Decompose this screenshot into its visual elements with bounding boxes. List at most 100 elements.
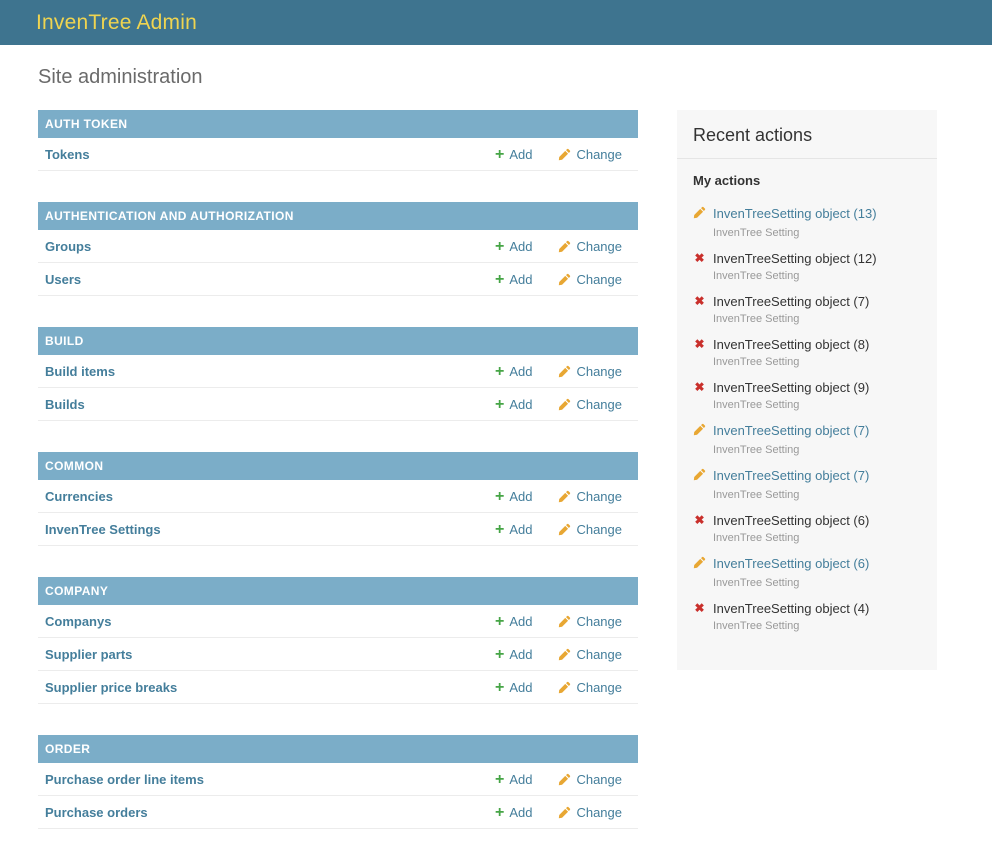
change-link[interactable]: Change bbox=[558, 397, 622, 412]
change-label: Change bbox=[576, 238, 622, 254]
row-actions: + Add Change bbox=[495, 396, 622, 412]
pencil-icon bbox=[558, 773, 571, 786]
add-label: Add bbox=[509, 271, 533, 287]
model-row: Groups + Add Change bbox=[38, 230, 638, 263]
action-object-label[interactable]: InvenTreeSetting object (7) bbox=[713, 468, 870, 483]
row-actions: + Add Change bbox=[495, 271, 622, 287]
pencil-icon bbox=[558, 681, 571, 694]
plus-icon: + bbox=[494, 612, 505, 630]
action-object-type: InvenTree Setting bbox=[713, 489, 800, 501]
model-row: Purchase orders + Add Change bbox=[38, 796, 638, 829]
change-link[interactable]: Change bbox=[558, 147, 622, 162]
change-link[interactable]: Change bbox=[558, 522, 622, 537]
change-link[interactable]: Change bbox=[558, 489, 622, 504]
model-row: Supplier parts + Add Change bbox=[38, 638, 638, 671]
add-label: Add bbox=[509, 521, 533, 537]
change-label: Change bbox=[576, 396, 622, 412]
plus-icon: + bbox=[494, 678, 505, 696]
app-module-rows: Build items + Add Change Builds + Add bbox=[38, 355, 638, 421]
model-link[interactable]: Builds bbox=[45, 396, 85, 412]
recent-action-item: ✖ InvenTreeSetting object (12) InvenTree… bbox=[693, 251, 921, 283]
app-module-rows: Currencies + Add Change InvenTree Settin… bbox=[38, 480, 638, 546]
model-link[interactable]: Users bbox=[45, 271, 82, 287]
add-label: Add bbox=[509, 771, 533, 787]
change-link[interactable]: Change bbox=[558, 805, 622, 820]
app-module-caption: AUTH TOKEN bbox=[38, 110, 638, 138]
model-link[interactable]: Tokens bbox=[45, 146, 90, 162]
action-icon-slot: ✖ bbox=[693, 380, 706, 395]
action-object-label: InvenTreeSetting object (4) bbox=[713, 601, 870, 616]
model-row: Builds + Add Change bbox=[38, 388, 638, 421]
add-link[interactable]: + Add bbox=[494, 612, 533, 630]
delete-icon: ✖ bbox=[694, 513, 705, 527]
recent-action-item: ✖ InvenTreeSetting object (6) InvenTree … bbox=[693, 513, 921, 545]
model-link[interactable]: Build items bbox=[45, 363, 116, 379]
model-link[interactable]: Groups bbox=[45, 238, 92, 254]
add-label: Add bbox=[509, 488, 533, 504]
my-actions-list: InvenTreeSetting object (13) InvenTree S… bbox=[693, 206, 921, 633]
model-link[interactable]: Purchase order line items bbox=[45, 771, 204, 787]
model-link[interactable]: Purchase orders bbox=[45, 804, 148, 820]
model-link[interactable]: Supplier parts bbox=[45, 646, 133, 662]
change-link[interactable]: Change bbox=[558, 614, 622, 629]
add-label: Add bbox=[509, 613, 533, 629]
recent-action-main: ✖ InvenTreeSetting object (8) bbox=[693, 337, 921, 353]
model-link[interactable]: InvenTree Settings bbox=[45, 521, 161, 537]
add-link[interactable]: + Add bbox=[495, 804, 532, 820]
action-object-label[interactable]: InvenTreeSetting object (6) bbox=[713, 556, 870, 571]
change-link[interactable]: Change bbox=[558, 772, 622, 787]
my-actions-title: My actions bbox=[693, 173, 761, 188]
pencil-icon bbox=[558, 148, 571, 161]
action-object-type: InvenTree Setting bbox=[713, 532, 800, 544]
site-title[interactable]: InvenTree Admin bbox=[36, 10, 197, 34]
change-link[interactable]: Change bbox=[558, 272, 622, 287]
recent-action-main: ✖ InvenTreeSetting object (4) bbox=[693, 601, 921, 617]
row-actions: + Add Change bbox=[495, 804, 622, 820]
recent-action-main: ✖ InvenTreeSetting object (12) bbox=[693, 251, 921, 267]
model-row: Supplier price breaks + Add Change bbox=[38, 671, 638, 704]
add-link[interactable]: + Add bbox=[494, 678, 532, 696]
page-title: Site administration bbox=[38, 66, 203, 88]
change-link[interactable]: Change bbox=[558, 680, 622, 695]
add-link[interactable]: + Add bbox=[495, 146, 532, 162]
pencil-icon bbox=[693, 556, 706, 574]
app-module: AUTHENTICATION AND AUTHORIZATION Groups … bbox=[38, 202, 638, 296]
app-module-rows: Tokens + Add Change bbox=[38, 138, 638, 171]
change-link[interactable]: Change bbox=[558, 647, 622, 662]
recent-action-item: InvenTreeSetting object (13) InvenTree S… bbox=[693, 206, 921, 240]
model-link[interactable]: Companys bbox=[45, 613, 112, 629]
add-link[interactable]: + Add bbox=[495, 646, 532, 662]
add-link[interactable]: + Add bbox=[495, 271, 533, 287]
add-link[interactable]: + Add bbox=[495, 488, 533, 504]
add-link[interactable]: + Add bbox=[495, 771, 533, 787]
delete-icon: ✖ bbox=[694, 251, 705, 265]
delete-icon: ✖ bbox=[694, 294, 705, 308]
action-object-label[interactable]: InvenTreeSetting object (13) bbox=[713, 206, 877, 221]
action-object-label: InvenTreeSetting object (12) bbox=[713, 251, 877, 266]
row-actions: + Add Change bbox=[495, 771, 622, 787]
add-link[interactable]: + Add bbox=[495, 238, 532, 254]
delete-icon: ✖ bbox=[694, 601, 705, 615]
add-link[interactable]: + Add bbox=[495, 396, 532, 412]
model-link[interactable]: Supplier price breaks bbox=[45, 679, 178, 695]
change-link[interactable]: Change bbox=[558, 364, 622, 379]
change-link[interactable]: Change bbox=[558, 239, 622, 254]
action-object-type: InvenTree Setting bbox=[713, 356, 800, 368]
add-link[interactable]: + Add bbox=[495, 363, 532, 379]
action-icon-slot: ✖ bbox=[693, 601, 706, 616]
action-icon-slot: ✖ bbox=[693, 294, 706, 309]
add-link[interactable]: + Add bbox=[494, 520, 533, 538]
pencil-icon bbox=[558, 523, 571, 536]
action-object-label[interactable]: InvenTreeSetting object (7) bbox=[713, 423, 870, 438]
pencil-icon bbox=[558, 273, 571, 286]
change-label: Change bbox=[576, 521, 622, 537]
plus-icon: + bbox=[494, 520, 505, 538]
pencil-icon bbox=[558, 240, 571, 253]
recent-action-main: InvenTreeSetting object (7) bbox=[693, 423, 921, 441]
model-link[interactable]: Currencies bbox=[45, 488, 113, 504]
pencil-icon bbox=[558, 615, 571, 628]
action-object-type: InvenTree Setting bbox=[713, 399, 800, 411]
app-module-rows: Purchase order line items + Add Change P… bbox=[38, 763, 638, 829]
app-list: AUTH TOKEN Tokens + Add Change AUTHENTIC… bbox=[38, 110, 638, 860]
delete-icon: ✖ bbox=[694, 380, 705, 394]
